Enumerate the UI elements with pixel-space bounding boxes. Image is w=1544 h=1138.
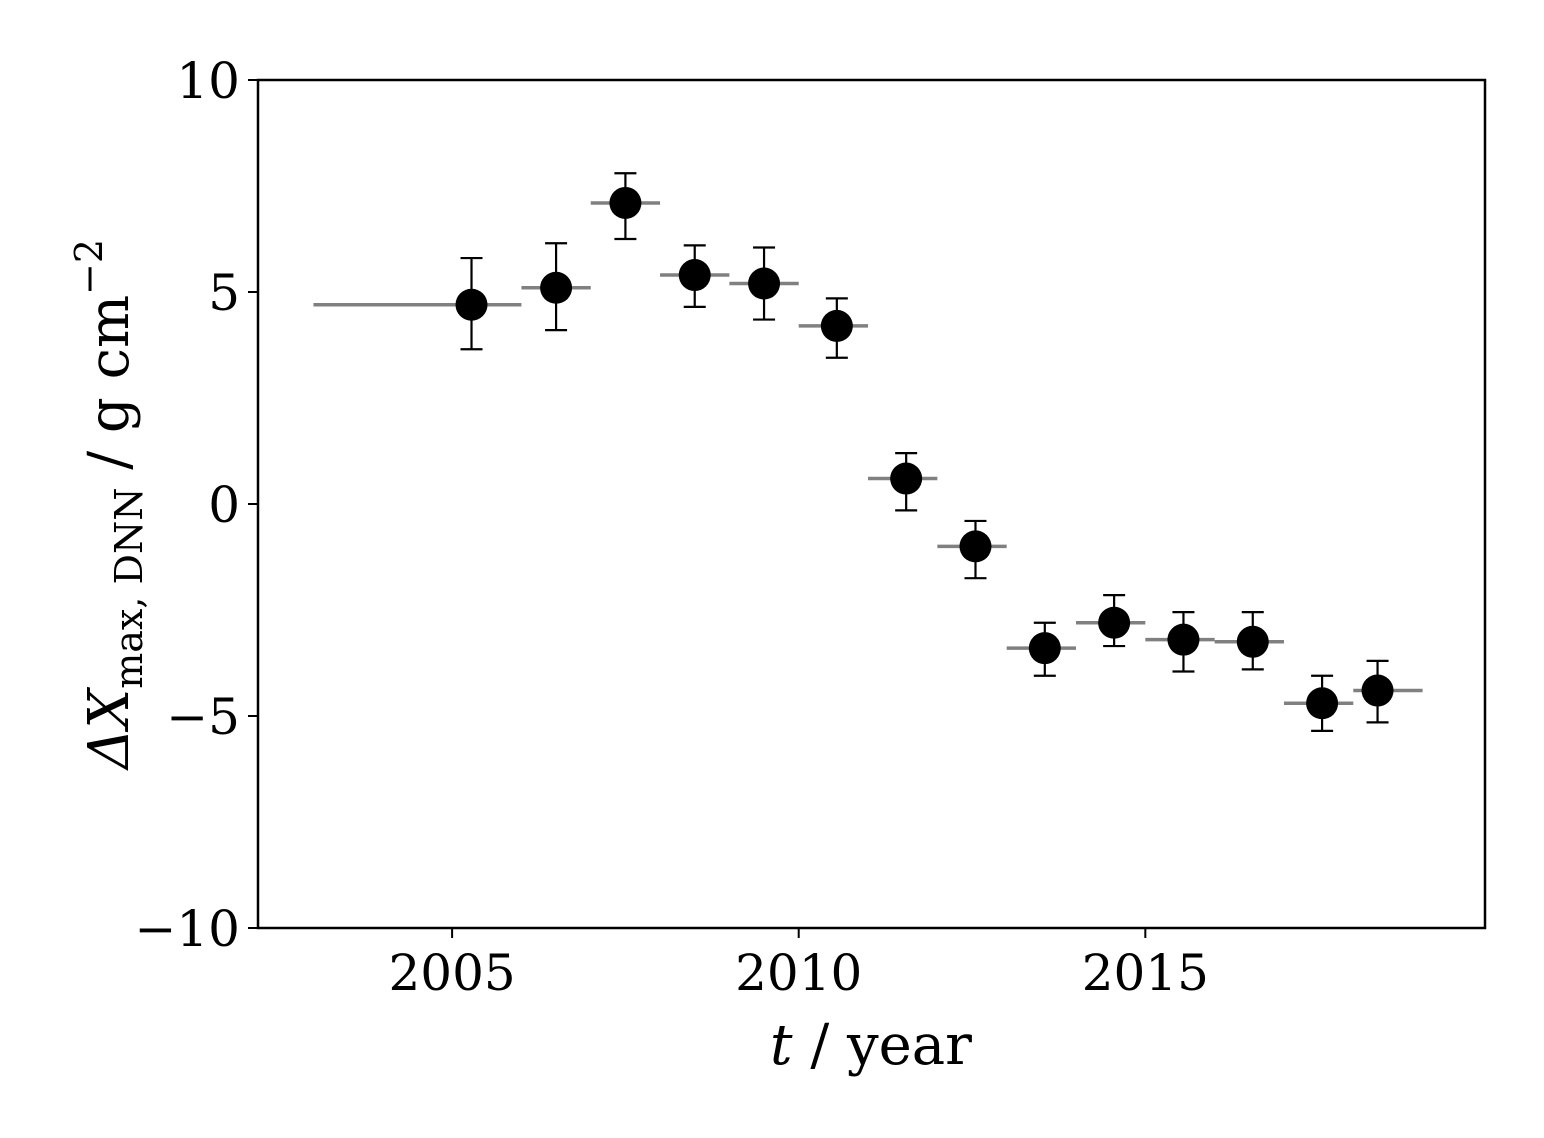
data-point-marker (678, 259, 711, 292)
x-tick-label: 2015 (1082, 944, 1209, 1002)
x-axis-label: t / year (770, 1013, 972, 1078)
data-point (590, 172, 661, 241)
y-tick-label: −5 (166, 688, 240, 746)
axis-ticks: 2005 2010 2015 10 5 0 −5 −10 (134, 52, 1208, 1002)
data-point (937, 519, 1007, 580)
y-tick-label: 5 (208, 264, 240, 322)
data-point (313, 256, 522, 351)
data-point (1353, 659, 1423, 724)
data-point (1145, 611, 1215, 673)
data-point-marker (1098, 606, 1131, 639)
data-point-marker (540, 271, 573, 304)
data-point-marker (1306, 687, 1339, 720)
y-tick-label: −10 (134, 900, 240, 958)
data-point (1076, 594, 1146, 648)
data-point (521, 242, 591, 332)
data-point-marker (820, 309, 853, 342)
y-axis-label: ΔXmax, DNN / g cm−2 (67, 239, 151, 771)
data-point-marker (609, 186, 642, 219)
x-tick-label: 2005 (388, 944, 515, 1002)
data-point (798, 297, 869, 359)
data-point (1006, 621, 1076, 677)
y-tick-label: 10 (176, 52, 240, 110)
x-tick-label: 2010 (735, 944, 862, 1002)
data-point-marker (1028, 632, 1061, 665)
data-point (1283, 674, 1354, 732)
data-point-marker (1361, 674, 1394, 707)
data-point-marker (455, 288, 488, 321)
data-point (660, 244, 730, 308)
data-point (868, 452, 938, 512)
data-point (1214, 611, 1284, 671)
data-marks (313, 172, 1423, 732)
data-point-marker (748, 267, 781, 300)
data-point-marker (1236, 625, 1269, 658)
data-point-marker (959, 530, 992, 563)
data-point-marker (1167, 623, 1200, 656)
data-point-marker (890, 462, 923, 495)
data-point (729, 246, 799, 321)
y-tick-label: 0 (208, 476, 240, 534)
plot-frame (256, 78, 1487, 930)
